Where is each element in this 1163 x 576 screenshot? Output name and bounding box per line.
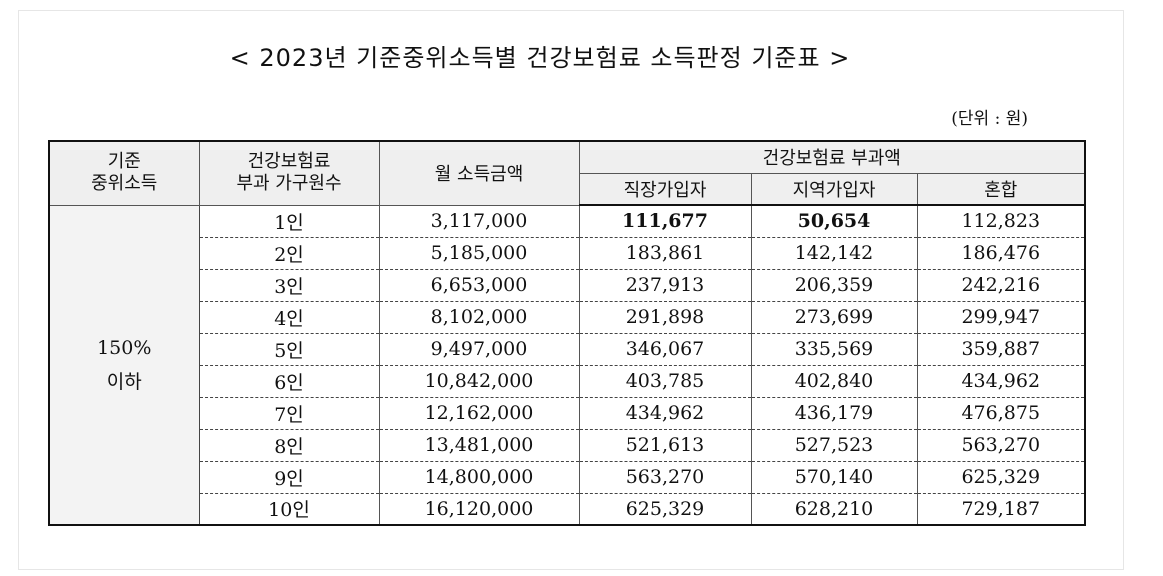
household-size-cell: 6인 <box>198 364 380 398</box>
regional-cell: 335,569 <box>750 332 918 366</box>
workplace-cell: 521,613 <box>578 428 752 462</box>
table-row: 9인 14,800,000 563,270 570,140 625,329 <box>49 460 1086 494</box>
income-cell: 8,102,000 <box>378 300 580 334</box>
household-size-cell: 9인 <box>198 460 380 494</box>
household-size-cell: 5인 <box>198 332 380 366</box>
mixed-cell: 476,875 <box>916 396 1086 430</box>
group-line1: 150% <box>97 336 152 359</box>
header-premium-group: 건강보험료 부과액 <box>578 140 1086 174</box>
income-cell: 6,653,000 <box>378 268 580 302</box>
workplace-cell: 237,913 <box>578 268 752 302</box>
regional-cell: 402,840 <box>750 364 918 398</box>
workplace-cell: 563,270 <box>578 460 752 494</box>
header-mixed: 혼합 <box>916 172 1086 206</box>
household-size-cell: 10인 <box>198 492 380 526</box>
header-household: 건강보험료 부과 가구원수 <box>198 140 380 206</box>
workplace-cell: 346,067 <box>578 332 752 366</box>
header-income: 월 소득금액 <box>378 140 580 206</box>
mixed-cell: 359,887 <box>916 332 1086 366</box>
header-row-2: 직장가입자 지역가입자 혼합 <box>49 172 1086 206</box>
regional-cell: 570,140 <box>750 460 918 494</box>
workplace-cell: 183,861 <box>578 236 752 270</box>
header-basis-line2: 중위소득 <box>91 173 158 195</box>
household-size-cell: 8인 <box>198 428 380 462</box>
regional-cell: 527,523 <box>750 428 918 462</box>
unit-label: (단위 : 원) <box>951 109 1028 129</box>
mixed-cell: 112,823 <box>916 204 1086 238</box>
table-row: 5인 9,497,000 346,067 335,569 359,887 <box>49 332 1086 366</box>
household-size-cell: 1인 <box>198 204 380 238</box>
household-size-cell: 7인 <box>198 396 380 430</box>
table-body: 150% 이하 1인 3,117,000 111,677 50,654 112,… <box>48 204 1086 526</box>
income-cell: 12,162,000 <box>378 396 580 430</box>
header-household-line2: 부과 가구원수 <box>236 173 342 195</box>
mixed-cell: 186,476 <box>916 236 1086 270</box>
table-row: 6인 10,842,000 403,785 402,840 434,962 <box>49 364 1086 398</box>
regional-cell: 142,142 <box>750 236 918 270</box>
header-row-1: 기준 중위소득 건강보험료 부과 가구원수 월 소득금액 건강보험료 부과액 <box>48 140 1086 206</box>
mixed-cell: 729,187 <box>916 492 1086 526</box>
table-row: 2인 5,185,000 183,861 142,142 186,476 <box>49 236 1086 270</box>
income-cell: 5,185,000 <box>378 236 580 270</box>
workplace-cell: 403,785 <box>578 364 752 398</box>
regional-cell: 206,359 <box>750 268 918 302</box>
workplace-cell: 291,898 <box>578 300 752 334</box>
mixed-cell: 242,216 <box>916 268 1086 302</box>
table-row: 7인 12,162,000 434,962 436,179 476,875 <box>49 396 1086 430</box>
household-size-cell: 2인 <box>198 236 380 270</box>
table-row: 10인 16,120,000 625,329 628,210 729,187 <box>49 492 1086 526</box>
regional-cell: 50,654 <box>750 204 918 238</box>
income-cell: 16,120,000 <box>378 492 580 526</box>
household-size-cell: 3인 <box>198 268 380 302</box>
mixed-cell: 434,962 <box>916 364 1086 398</box>
header-basis-line1: 기준 <box>107 151 141 173</box>
group-cell: 150% 이하 <box>48 204 200 526</box>
page-title: < 2023년 기준중위소득별 건강보험료 소득판정 기준표 > <box>229 44 851 72</box>
workplace-cell: 625,329 <box>578 492 752 526</box>
table-row: 4인 8,102,000 291,898 273,699 299,947 <box>49 300 1086 334</box>
income-cell: 3,117,000 <box>378 204 580 238</box>
regional-cell: 436,179 <box>750 396 918 430</box>
premium-table: 기준 중위소득 건강보험료 부과 가구원수 월 소득금액 건강보험료 부과액 직… <box>48 140 1087 526</box>
household-size-cell: 4인 <box>198 300 380 334</box>
table-row: 150% 이하 1인 3,117,000 111,677 50,654 112,… <box>48 204 1086 526</box>
workplace-cell: 434,962 <box>578 396 752 430</box>
regional-cell: 628,210 <box>750 492 918 526</box>
mixed-cell: 563,270 <box>916 428 1086 462</box>
income-cell: 14,800,000 <box>378 460 580 494</box>
income-cell: 13,481,000 <box>378 428 580 462</box>
mixed-cell: 299,947 <box>916 300 1086 334</box>
header-basis: 기준 중위소득 <box>48 140 200 206</box>
regional-cell: 273,699 <box>750 300 918 334</box>
table-row: 8인 13,481,000 521,613 527,523 563,270 <box>49 428 1086 462</box>
income-cell: 9,497,000 <box>378 332 580 366</box>
table-row: 3인 6,653,000 237,913 206,359 242,216 <box>49 268 1086 302</box>
header-regional: 지역가입자 <box>750 172 918 206</box>
header-workplace: 직장가입자 <box>578 172 752 206</box>
income-cell: 10,842,000 <box>378 364 580 398</box>
group-line2: 이하 <box>106 370 142 393</box>
mixed-cell: 625,329 <box>916 460 1086 494</box>
workplace-cell: 111,677 <box>578 204 752 238</box>
header-household-line1: 건강보험료 <box>247 151 331 173</box>
